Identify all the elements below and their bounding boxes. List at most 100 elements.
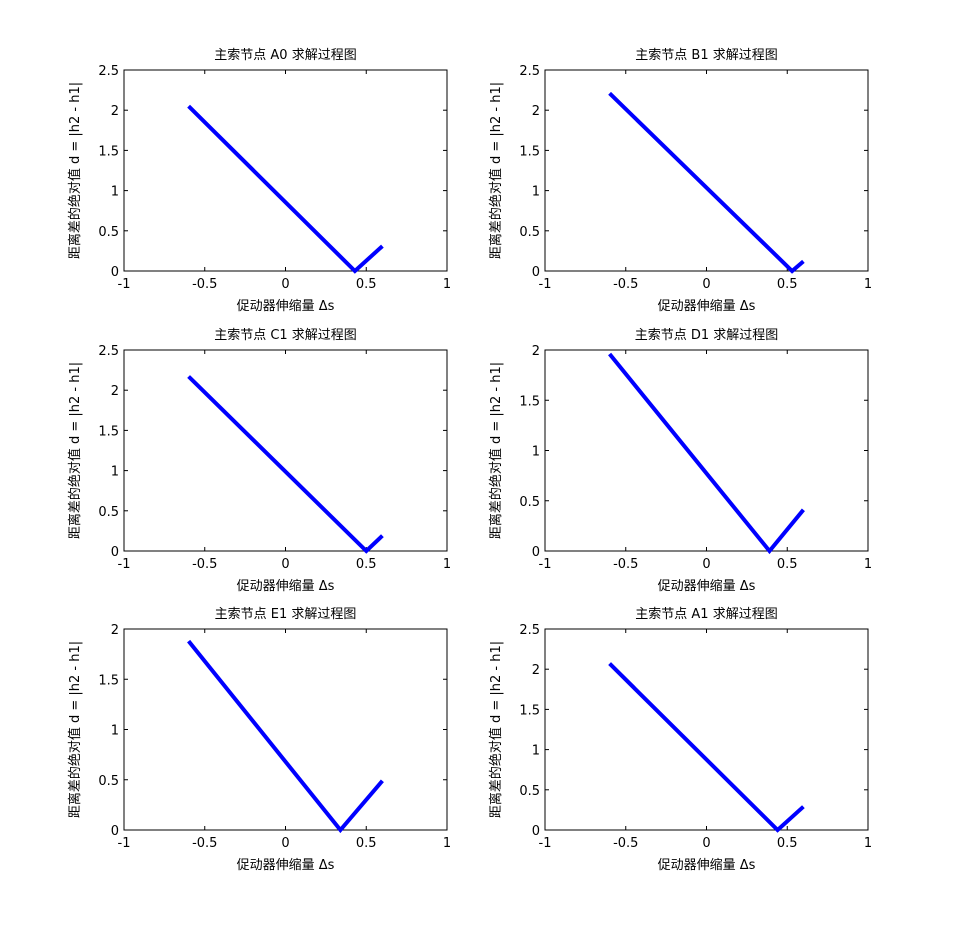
subplot-2: 主索节点 B1 求解过程图 -1 -0.5 0 0.5 1 0 0.5 1 1.5 2 2.5 促动器伸…	[488, 48, 872, 314]
y-tick-label: 1.5	[98, 144, 119, 159]
y-tick-label: 2.5	[98, 64, 119, 79]
y-tick-label: 0	[111, 265, 119, 280]
y-tick-label: 1	[532, 185, 540, 200]
x-tick-label: 0	[281, 277, 289, 292]
x-tick-label: -1	[118, 836, 131, 851]
y-tick-label: 0	[532, 265, 540, 280]
x-tick-label: 0.5	[356, 836, 377, 851]
y-tick-label: 1.5	[98, 673, 119, 688]
x-tick-label: 1	[443, 557, 451, 572]
y-tick-label: 0.5	[519, 784, 540, 799]
y-tick-label: 1.5	[519, 144, 540, 159]
y-tick-label: 0.5	[98, 225, 119, 240]
y-tick-label: 0.5	[98, 774, 119, 789]
plot-frame	[123, 69, 448, 272]
x-axis-label: 促动器伸缩量 Δs	[237, 298, 335, 314]
series-line-1	[608, 662, 805, 833]
plot-frame	[544, 69, 869, 272]
y-tick-label: 2	[532, 663, 540, 678]
y-tick-label: 1.5	[519, 703, 540, 718]
x-axis-label: 促动器伸缩量 Δs	[237, 857, 335, 873]
x-tick-label: 0	[702, 277, 710, 292]
subplot-1: 主索节点 A0 求解过程图 -1 -0.5 0 0.5 1 0 0.5 1 1.5 2 2.5 促动器伸…	[67, 48, 451, 314]
series-line-1	[608, 352, 805, 555]
y-tick-label: 0	[532, 545, 540, 560]
x-tick-label: 0	[281, 557, 289, 572]
y-tick-label: 2	[111, 623, 119, 638]
plot-frame	[544, 628, 869, 831]
x-tick-label: 0	[702, 836, 710, 851]
y-axis-label: 距离差的绝对值 d = |h2 - h1|	[67, 641, 83, 818]
series-line-1	[187, 639, 384, 834]
x-tick-label: 0	[281, 836, 289, 851]
x-tick-label: 1	[443, 836, 451, 851]
x-tick-label: 0.5	[777, 277, 798, 292]
y-tick-label: 0.5	[98, 505, 119, 520]
y-tick-label: 1.5	[519, 394, 540, 409]
y-tick-label: 1	[111, 185, 119, 200]
x-axis-label: 促动器伸缩量 Δs	[658, 857, 756, 873]
y-axis-label: 距离差的绝对值 d = |h2 - h1|	[488, 82, 504, 259]
x-tick-label: 0.5	[356, 557, 377, 572]
x-axis-label: 促动器伸缩量 Δs	[658, 578, 756, 594]
y-tick-label: 2.5	[519, 623, 540, 638]
y-axis-label: 距离差的绝对值 d = |h2 - h1|	[67, 362, 83, 539]
x-tick-label: -0.5	[192, 836, 217, 851]
x-tick-label: -0.5	[613, 277, 638, 292]
y-tick-label: 0	[111, 824, 119, 839]
plot-title: 主索节点 A0 求解过程图	[214, 48, 356, 63]
x-tick-label: 1	[443, 277, 451, 292]
x-axis-label: 促动器伸缩量 Δs	[658, 298, 756, 314]
y-tick-label: 1.5	[98, 424, 119, 439]
y-axis-label: 距离差的绝对值 d = |h2 - h1|	[488, 641, 504, 818]
x-tick-label: -0.5	[613, 836, 638, 851]
x-tick-label: -1	[539, 836, 552, 851]
y-tick-label: 2	[532, 104, 540, 119]
plot-title: 主索节点 E1 求解过程图	[215, 607, 357, 622]
y-tick-label: 2	[111, 384, 119, 399]
y-tick-label: 1	[111, 465, 119, 480]
x-tick-label: 0	[702, 557, 710, 572]
y-tick-label: 1	[111, 724, 119, 739]
y-tick-label: 2.5	[98, 344, 119, 359]
x-tick-label: -1	[539, 557, 552, 572]
x-tick-label: -0.5	[192, 277, 217, 292]
y-axis-label: 距离差的绝对值 d = |h2 - h1|	[67, 82, 83, 259]
x-tick-label: 1	[864, 836, 872, 851]
x-tick-label: 0.5	[356, 277, 377, 292]
y-tick-label: 0.5	[519, 495, 540, 510]
series-line-1	[187, 104, 384, 274]
x-axis-label: 促动器伸缩量 Δs	[237, 578, 335, 594]
subplot-3: 主索节点 C1 求解过程图 -1 -0.5 0 0.5 1 0 0.5 1 1.5 2 2.5 促动器伸…	[67, 328, 451, 594]
x-tick-label: -0.5	[192, 557, 217, 572]
y-tick-label: 1	[532, 744, 540, 759]
plot-frame	[544, 349, 869, 552]
plot-title: 主索节点 D1 求解过程图	[635, 328, 779, 343]
subplot-4: 主索节点 D1 求解过程图 -1 -0.5 0 0.5 1 0 0.5 1 1.5 2 促动器伸缩量 …	[488, 328, 872, 594]
y-tick-label: 0	[532, 824, 540, 839]
y-tick-label: 0	[111, 545, 119, 560]
y-tick-label: 2	[111, 104, 119, 119]
y-tick-label: 2	[532, 344, 540, 359]
subplot-5: 主索节点 E1 求解过程图 -1 -0.5 0 0.5 1 0 0.5 1 1.5 2 促动器伸缩量 …	[67, 607, 451, 873]
series-line-1	[608, 91, 805, 274]
x-tick-label: 0.5	[777, 836, 798, 851]
x-tick-label: -1	[118, 557, 131, 572]
y-tick-label: 1	[532, 445, 540, 460]
y-tick-label: 0.5	[519, 225, 540, 240]
x-tick-label: 1	[864, 277, 872, 292]
subplot-6: 主索节点 A1 求解过程图 -1 -0.5 0 0.5 1 0 0.5 1 1.5 2 2.5 促动器伸…	[488, 607, 872, 873]
y-tick-label: 2.5	[519, 64, 540, 79]
x-tick-label: -1	[539, 277, 552, 292]
plot-frame	[123, 349, 448, 552]
plot-title: 主索节点 B1 求解过程图	[635, 48, 777, 63]
x-tick-label: -0.5	[613, 557, 638, 572]
x-tick-label: 0.5	[777, 557, 798, 572]
x-tick-label: -1	[118, 277, 131, 292]
plot-title: 主索节点 A1 求解过程图	[635, 607, 777, 622]
x-tick-label: 1	[864, 557, 872, 572]
series-line-1	[187, 375, 384, 554]
y-axis-label: 距离差的绝对值 d = |h2 - h1|	[488, 362, 504, 539]
plot-title: 主索节点 C1 求解过程图	[214, 328, 357, 343]
